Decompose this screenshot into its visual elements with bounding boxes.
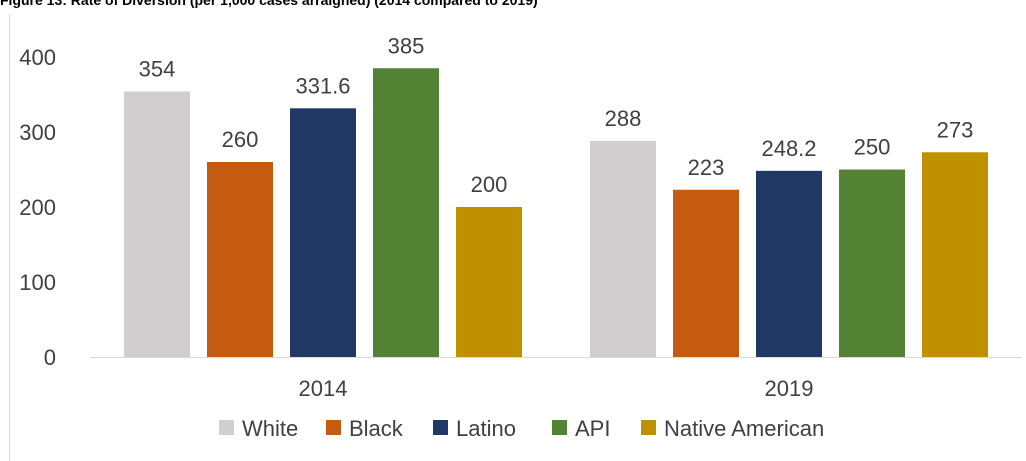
bars-group (124, 68, 988, 357)
x-category-label: 2014 (299, 376, 348, 401)
y-axis: 0 100 200 300 400 (19, 45, 56, 370)
data-label: 260 (222, 127, 259, 152)
bar-2014-native-american (456, 207, 522, 357)
data-label: 331.6 (295, 73, 350, 98)
data-label: 385 (388, 33, 425, 58)
bar-2019-api (839, 169, 905, 357)
data-label: 248.2 (761, 136, 816, 161)
y-tick-label: 0 (44, 345, 56, 370)
legend-label: White (242, 416, 298, 441)
legend-swatch (641, 420, 656, 435)
bar-2019-native-american (922, 152, 988, 357)
bar-2019-latino (756, 170, 822, 357)
data-label: 223 (688, 155, 725, 180)
y-tick-label: 300 (19, 120, 56, 145)
chart-title: Figure 13: Rate of Diversion (per 1,000 … (0, 0, 538, 8)
x-category-label: 2019 (765, 376, 814, 401)
bar-2014-white (124, 91, 190, 357)
data-label: 250 (854, 135, 891, 160)
legend-swatch (326, 420, 341, 435)
legend-swatch (433, 420, 448, 435)
data-labels-group: 354 260 331.6 385 200 288 223 248.2 250 273 (139, 33, 974, 197)
bar-2014-black (207, 162, 273, 357)
y-tick-label: 100 (19, 270, 56, 295)
legend-label: Native American (664, 416, 824, 441)
legend-swatch (219, 420, 234, 435)
legend: White Black Latino API Native American (219, 416, 824, 441)
data-label: 354 (139, 57, 176, 82)
y-tick-label: 400 (19, 45, 56, 70)
legend-label: API (575, 416, 610, 441)
data-label: 273 (937, 117, 974, 142)
data-label: 200 (471, 172, 508, 197)
legend-label: Latino (456, 416, 516, 441)
bar-2014-api (373, 68, 439, 357)
bar-2019-black (673, 189, 739, 357)
data-label: 288 (605, 106, 642, 131)
bar-2019-white (590, 141, 656, 357)
legend-label: Black (349, 416, 404, 441)
y-tick-label: 200 (19, 195, 56, 220)
legend-swatch (552, 420, 567, 435)
bar-2014-latino (290, 108, 356, 357)
x-axis-categories: 2014 2019 (299, 376, 814, 401)
